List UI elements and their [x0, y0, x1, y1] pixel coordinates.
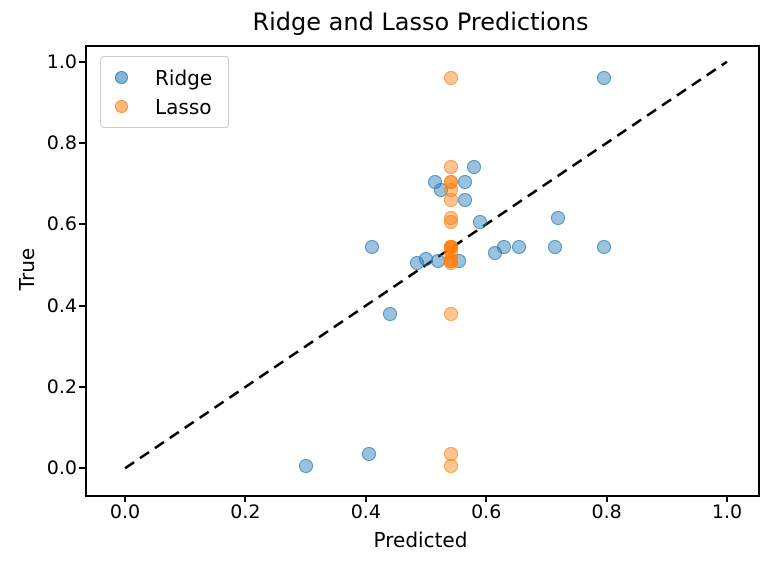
ridge-point: [361, 447, 376, 462]
ridge-point: [473, 215, 488, 230]
ridge-point: [431, 253, 446, 268]
ridge-point: [364, 239, 379, 254]
ridge-point: [596, 239, 611, 254]
x-axis-label: Predicted: [373, 528, 468, 552]
legend-label: Lasso: [155, 94, 212, 119]
lasso-point: [444, 255, 459, 270]
x-tick-label: 0.6: [471, 501, 502, 523]
ridge-point: [551, 211, 566, 226]
x-tick: [364, 495, 367, 502]
x-tick: [485, 495, 488, 502]
x-tick-label: 0.0: [109, 501, 141, 523]
y-tick-label: 0.0: [46, 457, 77, 480]
legend-item-ridge: Ridge: [115, 64, 212, 91]
lasso-point: [444, 192, 459, 207]
ridge-point: [467, 160, 482, 175]
y-tick: [79, 467, 86, 470]
y-tick-label: 1.0: [46, 50, 77, 73]
ridge-point: [458, 174, 473, 189]
y-tick: [79, 223, 86, 226]
x-tick: [244, 495, 247, 502]
x-tick: [124, 495, 126, 502]
legend: Ridge Lasso: [100, 56, 230, 128]
lasso-point: [444, 70, 459, 85]
x-tick-label: 1.0: [711, 501, 743, 523]
chart-title: Ridge and Lasso Predictions: [252, 8, 589, 36]
ridge-point: [548, 239, 563, 254]
ridge-point: [497, 239, 512, 254]
lasso-point: [444, 306, 459, 321]
y-tick-label: 0.4: [46, 294, 77, 317]
ridge-marker-icon: [115, 71, 128, 84]
x-tick-label: 0.8: [591, 501, 622, 523]
y-tick: [79, 142, 86, 145]
y-tick-label: 0.2: [46, 375, 77, 398]
plot-area: Ridge Lasso: [85, 45, 760, 497]
y-tick-label: 0.6: [46, 213, 77, 236]
x-tick: [726, 495, 728, 502]
ridge-point: [458, 192, 473, 207]
lasso-point: [444, 215, 459, 230]
ridge-point: [596, 70, 611, 85]
y-tick: [79, 60, 86, 63]
x-tick-label: 0.2: [230, 501, 261, 523]
x-tick: [605, 495, 608, 502]
y-tick: [79, 304, 86, 307]
legend-label: Ridge: [155, 65, 213, 90]
legend-item-lasso: Lasso: [115, 93, 212, 120]
ridge-point: [298, 459, 313, 474]
y-axis-label: True: [15, 247, 39, 291]
lasso-marker-icon: [115, 100, 128, 113]
y-tick: [79, 385, 86, 388]
x-tick-label: 0.4: [350, 501, 381, 523]
y-tick-label: 0.8: [46, 132, 77, 155]
lasso-point: [444, 459, 459, 474]
ridge-point: [512, 239, 527, 254]
ridge-point: [382, 306, 397, 321]
lasso-point: [444, 160, 459, 175]
